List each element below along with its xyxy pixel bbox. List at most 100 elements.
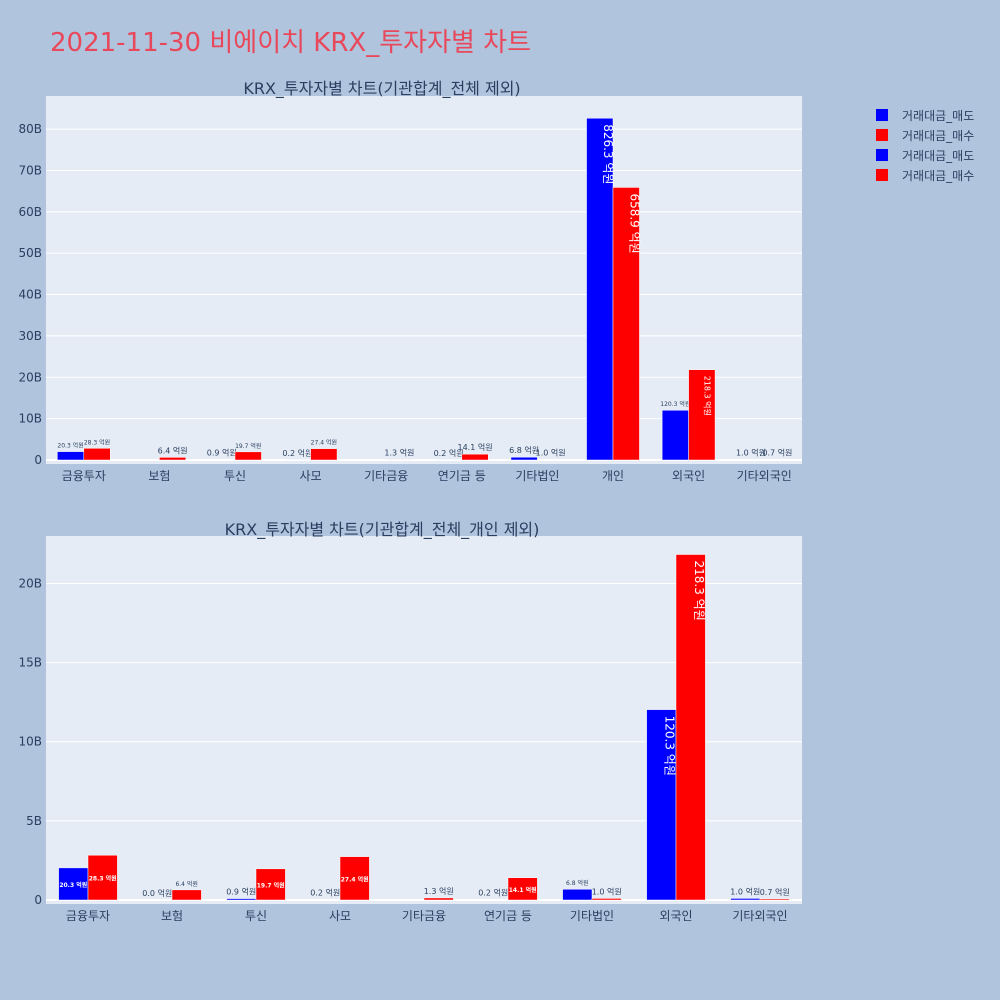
data-label: 658.9 억원 [627,193,641,253]
y-tick-label: 5B [26,814,42,828]
x-tick-label: 금융투자 [66,909,110,923]
x-tick-label: 보험 [161,909,183,923]
bar [759,898,790,901]
legend-label: 거래대금_매도 [902,109,974,123]
chart-2: 0 5B 10B 15B 20B KRX_투자자별 차트(기관합계_전체_개인 제외) 금융… [18,520,802,923]
legend-label: 거래대금_매수 [902,169,974,183]
bar [586,117,614,461]
legend-swatch [876,129,888,141]
data-label: 6.4 억원 [158,445,188,455]
bar [57,451,85,461]
bar [159,457,187,461]
x-tick-label: 기타외국인 [732,909,787,923]
x-tick-label: 투신 [245,909,267,923]
chart-title: KRX_투자자별 차트(기관합계_전체 제외) [243,79,520,99]
data-label: 0.7 억원 [760,887,790,897]
x-tick-label: 연기금 등 [484,909,532,923]
data-label: 27.4 억원 [311,439,337,447]
legend-swatch [876,109,888,121]
bar [461,453,489,461]
data-label: 826.3 억원 [601,124,615,184]
data-label: 1.3 억원 [384,447,414,457]
y-tick-label: 0 [34,893,42,907]
bar [255,868,286,901]
chart-1: 0 10B 20B 30B 40B 50B 60B 70B 80B KRX_투자자별 차트(기관합… [18,79,802,483]
data-label: 0.2 억원 [478,888,508,898]
x-tick-label: 기타외국인 [737,469,792,483]
x-tick-label: 기타금융 [402,909,446,923]
data-label: 14.1 억원 [509,886,537,894]
data-label: 28.3 억원 [89,875,117,883]
bar [688,369,716,461]
data-label: 1.0 억원 [592,886,622,896]
page-title: 2021-11-30 비에이치 KRX_투자자별 차트 [50,28,532,58]
x-tick-label: 보험 [148,469,170,483]
x-tick-label: 외국인 [659,909,692,923]
data-label: 27.4 억원 [341,875,369,883]
y-tick-label: 10B [18,735,42,749]
legend-swatch [876,149,888,161]
bar [234,451,262,461]
data-label: 6.4 억원 [175,880,198,888]
bar [310,448,338,461]
data-label: 14.1 억원 [457,442,492,452]
data-label: 1.3 억원 [424,886,454,896]
chart-title: KRX_투자자별 차트(기관합계_전체_개인 제외) [225,520,540,540]
bar [171,889,202,901]
y-tick-label: 40B [18,288,42,302]
data-label: 1.0 억원 [730,886,760,896]
x-tick-label: 기타법인 [570,909,614,923]
y-tick-label: 70B [18,163,42,177]
bar [730,898,761,901]
y-tick-label: 20B [18,576,42,590]
x-tick-label: 사모 [329,909,351,923]
bar [83,448,111,461]
x-tick-label: 투신 [224,469,246,483]
x-tick-label: 외국인 [672,469,705,483]
data-label: 20.3 억원 [59,881,87,889]
bar [510,456,538,461]
data-label: 28.3 억원 [84,438,110,446]
data-label: 19.7 억원 [257,881,285,889]
y-tick-label: 50B [18,246,42,260]
data-label: 218.3 억원 [703,376,713,416]
y-tick-label: 0 [34,453,42,467]
data-label: 0.2 억원 [434,448,464,458]
bar [339,856,370,901]
data-label: 0.2 억원 [310,888,340,898]
bar [226,898,257,901]
data-label: 120.3 억원 [660,400,690,408]
y-tick-label: 60B [18,205,42,219]
data-label: 218.3 억원 [692,561,706,621]
bar [661,409,689,461]
data-label: 20.3 억원 [57,442,83,450]
x-tick-label: 기타법인 [515,469,559,483]
legend-swatch [876,169,888,181]
data-label: 0.9 억원 [226,887,256,897]
data-label: 120.3 억원 [663,716,677,776]
data-label: 6.8 억원 [509,445,539,455]
data-label: 0.7 억원 [762,448,792,458]
y-tick-label: 20B [18,370,42,384]
x-tick-label: 사모 [300,469,322,483]
data-label: 19.7 억원 [235,442,261,450]
bar [423,897,454,901]
data-label: 1.0 억원 [736,448,766,458]
y-tick-label: 80B [18,122,42,136]
data-label: 0.0 억원 [142,888,172,898]
bar [507,877,538,901]
bar [87,854,118,901]
bar [58,867,89,901]
x-tick-label: 개인 [602,469,624,483]
bar [385,459,413,461]
bar [562,888,593,901]
bar [675,554,706,901]
data-label: 6.8 억원 [566,879,589,887]
bar [591,898,622,901]
data-label: 0.2 억원 [282,448,312,458]
y-tick-label: 10B [18,412,42,426]
data-label: 0.9 억원 [207,448,237,458]
bar [612,187,640,461]
x-tick-label: 연기금 등 [438,469,486,483]
